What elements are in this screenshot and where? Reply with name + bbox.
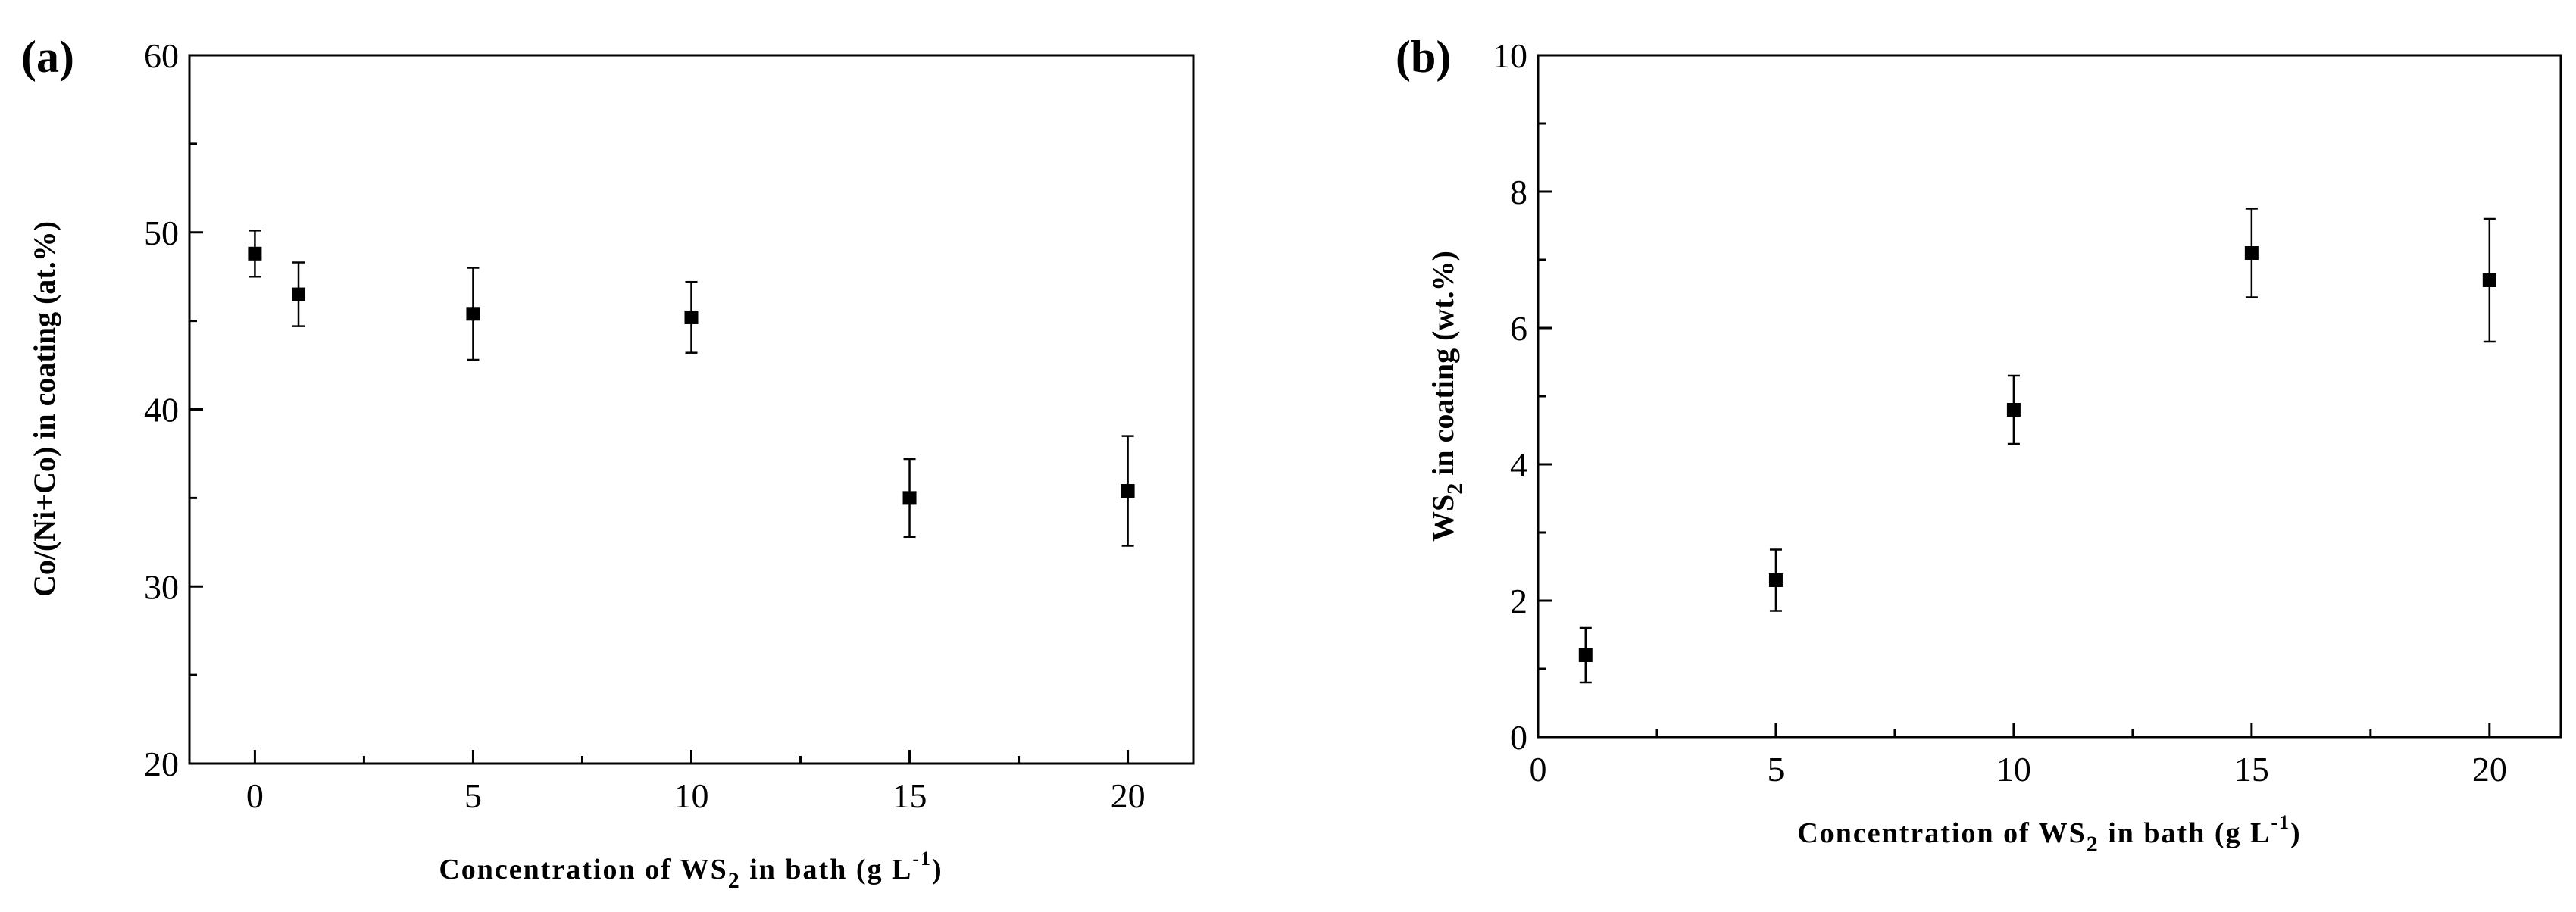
b-y-tick-label-5: 10 (1493, 36, 1527, 75)
b-x-tick-label-1: 5 (1767, 750, 1784, 789)
panel-b: (b) 0 5 10 15 20 0 2 4 6 8 10 WS2 in coating (wt.%… (1396, 32, 2562, 857)
a-y-tick-label-4: 60 (144, 36, 179, 75)
b-x-tick-label-0: 0 (1530, 750, 1547, 789)
panel-b-ticks (1537, 54, 2491, 739)
a-x-tick-label-2: 10 (674, 776, 709, 815)
a-marker-5 (1121, 484, 1135, 498)
a-x-tick-label-1: 5 (464, 776, 482, 815)
a-x-tick-label-0: 0 (246, 776, 264, 815)
panel-a-data-points (248, 230, 1135, 547)
b-point-3 (2244, 208, 2259, 298)
panel-b-label: (b) (1396, 32, 1451, 82)
a-y-tick-label-0: 20 (144, 745, 179, 783)
a-x-tick-label-3: 15 (893, 776, 927, 815)
a-x-tick-label-4: 20 (1111, 776, 1146, 815)
b-x-tick-label-2: 10 (1996, 750, 2031, 789)
panel-a-plot-frame (188, 54, 1195, 765)
panel-a-y-axis-title: Co/(Ni+Co) in coating (at.%) (27, 221, 61, 597)
a-point-3 (684, 280, 699, 354)
panel-a-tick-labels: 0 5 10 15 20 20 30 40 50 60 (144, 36, 1146, 815)
a-point-4 (902, 458, 917, 539)
b-marker-2 (2006, 403, 2021, 417)
b-y-tick-label-0: 0 (1510, 718, 1527, 757)
a-point-5 (1121, 435, 1135, 547)
a-y-tick-label-1: 30 (144, 567, 179, 606)
a-y-tick-label-3: 50 (144, 214, 179, 252)
panel-a-ticks (189, 54, 1130, 765)
b-marker-4 (2482, 273, 2496, 287)
panel-b-plot-frame (1537, 54, 2562, 739)
b-y-tick-label-2: 4 (1510, 445, 1527, 484)
b-point-2 (2006, 374, 2021, 445)
panel-a-x-axis-title: Concentration of WS2 in bath (g L-1) (439, 848, 943, 893)
a-marker-0 (248, 246, 262, 261)
a-point-0 (248, 230, 262, 278)
panel-b-x-axis-title: Concentration of WS2 in bath (g L-1) (1797, 811, 2301, 857)
panel-a-label: (a) (21, 32, 74, 82)
a-marker-4 (902, 491, 917, 505)
b-point-0 (1578, 626, 1593, 684)
b-point-1 (1768, 548, 1783, 612)
b-y-tick-label-4: 8 (1510, 173, 1527, 211)
b-x-tick-label-3: 15 (2234, 750, 2269, 789)
a-marker-3 (684, 310, 699, 324)
b-marker-3 (2244, 246, 2259, 260)
a-point-1 (292, 261, 306, 327)
b-marker-1 (1768, 573, 1783, 587)
b-point-4 (2482, 217, 2496, 343)
b-y-tick-label-3: 6 (1510, 309, 1527, 348)
b-marker-0 (1578, 648, 1593, 662)
a-point-2 (466, 267, 480, 361)
panel-b-data-points (1578, 208, 2496, 684)
a-marker-2 (466, 307, 480, 321)
b-x-tick-label-4: 20 (2472, 750, 2507, 789)
a-marker-1 (292, 287, 306, 301)
panel-b-y-axis-title: WS2 in coating (wt.%) (1426, 251, 1468, 542)
panel-b-tick-labels: 0 5 10 15 20 0 2 4 6 8 10 (1493, 36, 2507, 789)
a-y-tick-label-2: 40 (144, 391, 179, 429)
panel-a: (a) 0 5 10 15 20 20 30 40 50 60 Co/(Ni+Co) in coa… (21, 32, 1195, 893)
b-y-tick-label-1: 2 (1510, 582, 1527, 620)
